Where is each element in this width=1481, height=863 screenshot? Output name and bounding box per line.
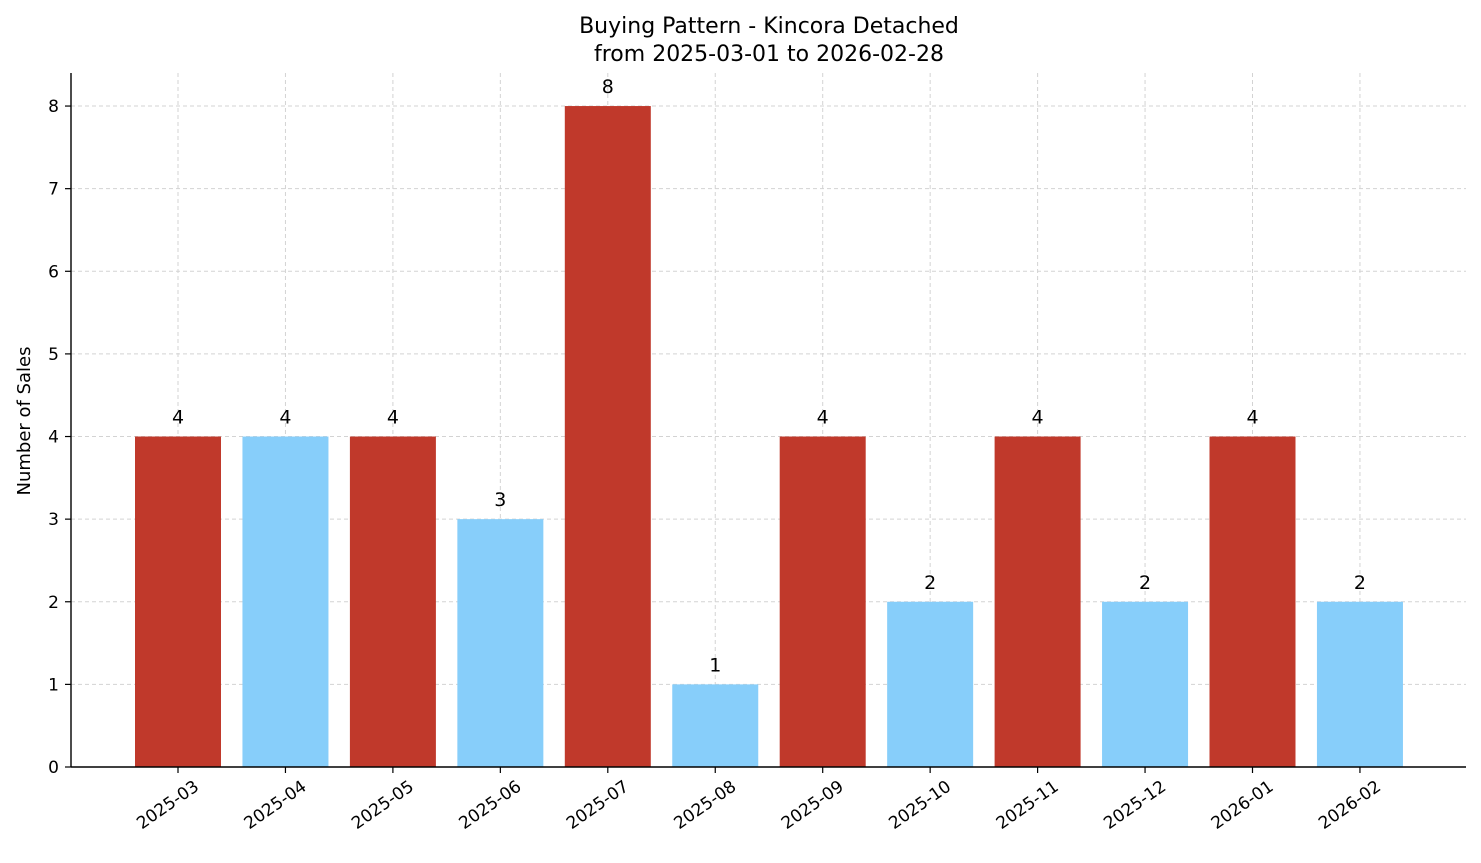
- x-tick-label: 2025-09: [778, 777, 848, 834]
- bar-value-label: 3: [494, 489, 506, 511]
- bar-value-label: 4: [817, 407, 829, 429]
- y-tick-label: 6: [48, 262, 59, 282]
- bar-value-label: 2: [1139, 572, 1151, 594]
- bars-layer: [135, 106, 1403, 768]
- bar-value-label: 4: [172, 407, 184, 429]
- y-axis-label: Number of Sales: [14, 346, 35, 495]
- bar-value-label: 1: [709, 654, 721, 676]
- bar-value-label: 8: [602, 76, 614, 98]
- y-tick-label: 4: [48, 428, 59, 448]
- x-tick-label: 2025-06: [456, 777, 526, 834]
- bar-2025-11: [994, 436, 1081, 767]
- bar-2025-10: [887, 601, 974, 767]
- x-tick-label: 2025-08: [670, 777, 740, 834]
- y-tick-label: 3: [48, 510, 59, 530]
- x-tick-label: 2025-03: [133, 777, 203, 834]
- bar-2026-01: [1209, 436, 1296, 767]
- y-tick-label: 1: [48, 675, 59, 695]
- bar-value-label: 4: [279, 407, 291, 429]
- x-tick-label: 2025-11: [993, 777, 1063, 834]
- bar-2025-09: [779, 436, 866, 767]
- x-tick-label: 2025-10: [885, 777, 955, 834]
- bar-2025-08: [672, 684, 759, 767]
- y-tick-label: 0: [48, 758, 59, 778]
- bar-value-label: 2: [924, 572, 936, 594]
- chart-title-line-2: from 2025-03-01 to 2026-02-28: [594, 42, 944, 67]
- bar-2025-06: [457, 519, 544, 767]
- x-tick-label: 2026-02: [1315, 777, 1385, 834]
- y-tick-label: 5: [48, 345, 59, 365]
- bar-value-label: 4: [1246, 407, 1258, 429]
- bar-2025-07: [564, 106, 651, 768]
- axes-layer: [65, 73, 1466, 773]
- bar-2025-05: [349, 436, 436, 767]
- bar-value-label: 4: [387, 407, 399, 429]
- bar-2025-12: [1102, 601, 1189, 767]
- x-tick-label: 2026-01: [1208, 777, 1278, 834]
- x-tick-label: 2025-12: [1100, 777, 1170, 834]
- bar-2025-03: [135, 436, 221, 767]
- y-tick-label: 2: [48, 593, 59, 613]
- bar-2025-04: [242, 436, 329, 767]
- chart-title-line-1: Buying Pattern - Kincora Detached: [579, 14, 959, 39]
- y-tick-label: 8: [48, 97, 59, 117]
- bar-2026-02: [1316, 601, 1403, 767]
- x-tick-label: 2025-04: [241, 777, 311, 834]
- x-tick-label: 2025-05: [348, 777, 418, 834]
- y-tick-label: 7: [48, 180, 59, 200]
- bar-value-label: 4: [1032, 407, 1044, 429]
- bar-value-label: 2: [1354, 572, 1366, 594]
- x-tick-label: 2025-07: [563, 777, 633, 834]
